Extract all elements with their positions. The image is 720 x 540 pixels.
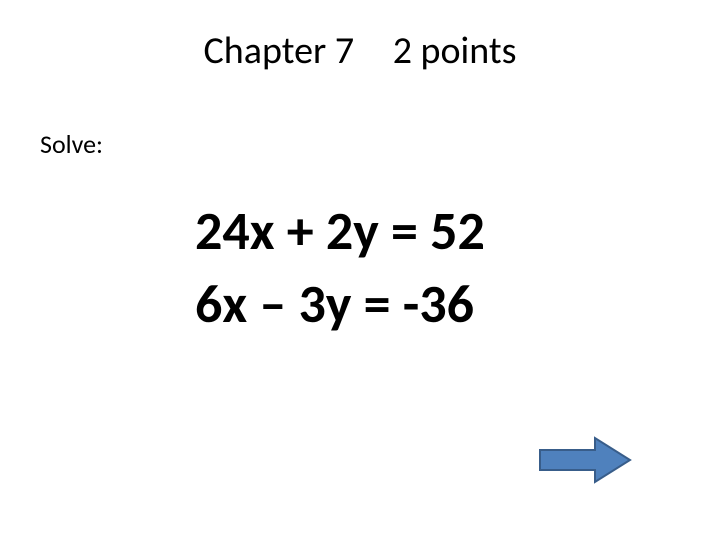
equation-line-1: 24x + 2y = 52 <box>195 195 485 268</box>
points-label: 2 points <box>393 28 517 74</box>
slide-header: Chapter 7 2 points <box>0 0 720 74</box>
chapter-label: Chapter 7 <box>204 28 355 74</box>
equation-line-2: 6x – 3y = -36 <box>195 268 485 341</box>
next-arrow-button[interactable] <box>535 435 635 485</box>
arrow-right-icon <box>535 435 635 485</box>
prompt-text: Solve: <box>40 128 103 160</box>
equation-block: 24x + 2y = 52 6x – 3y = -36 <box>195 195 485 341</box>
